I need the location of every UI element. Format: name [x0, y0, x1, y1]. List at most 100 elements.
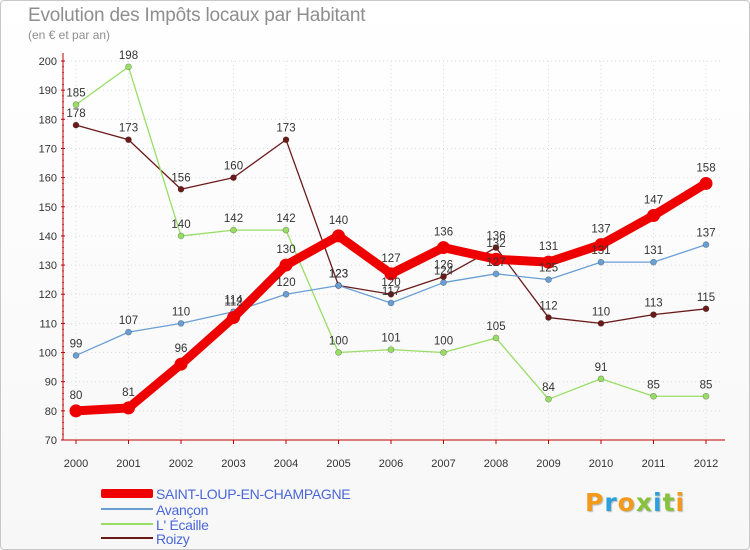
data-point-avan-on [387, 299, 395, 307]
proxiti-logo: Proxiti [585, 488, 685, 517]
y-tick-label: 180 [39, 114, 57, 126]
y-tick-label: 200 [39, 56, 57, 68]
data-label-avan-on: 114 [224, 295, 243, 307]
data-label-avan-on: 131 [644, 245, 663, 257]
data-label-roizy: 156 [171, 172, 190, 184]
x-tick-label: 2010 [589, 458, 613, 470]
data-label-roizy: 178 [66, 108, 85, 120]
data-label-saint-loup-en-champagne: 131 [539, 241, 558, 253]
y-tick-label: 140 [39, 231, 57, 243]
y-tick-label: 130 [39, 260, 57, 272]
data-point-l-caille [492, 334, 500, 342]
data-label-saint-loup-en-champagne: 81 [122, 387, 135, 399]
logo-letter: r [604, 488, 618, 517]
data-label-saint-loup-en-champagne: 147 [644, 195, 663, 207]
data-label-roizy: 173 [276, 123, 295, 135]
y-tick-label: 110 [39, 318, 57, 330]
data-label-saint-loup-en-champagne: 130 [276, 244, 295, 256]
data-label-saint-loup-en-champagne: 158 [696, 162, 715, 174]
x-tick-label: 2007 [431, 458, 455, 470]
data-label-l-caille: 100 [329, 336, 348, 348]
data-label-roizy: 126 [434, 260, 453, 272]
data-point-l-caille [702, 392, 710, 400]
data-label-avan-on: 124 [434, 266, 454, 278]
data-point-avan-on [702, 241, 710, 248]
data-point-roizy [72, 121, 80, 129]
data-label-avan-on: 117 [382, 286, 400, 298]
data-label-l-caille: 91 [595, 362, 608, 374]
data-point-roizy [125, 136, 132, 144]
data-label-avan-on: 137 [696, 228, 715, 240]
y-tick-label: 90 [45, 377, 57, 389]
data-point-l-caille [440, 349, 447, 356]
logo-letter: x [635, 488, 653, 517]
data-label-l-caille: 101 [381, 333, 400, 345]
x-tick-label: 2000 [64, 458, 88, 470]
x-tick-label: 2003 [221, 458, 245, 470]
data-point-avan-on [177, 320, 185, 327]
logo-letter: i [675, 488, 686, 517]
data-point-saint-loup-en-champagne [594, 238, 608, 252]
data-label-saint-loup-en-champagne: 136 [434, 227, 453, 239]
data-label-roizy: 120 [381, 277, 400, 289]
legend-swatch-saint-loup [101, 489, 153, 498]
data-point-l-caille [545, 395, 552, 403]
y-tick-label: 100 [39, 348, 57, 360]
data-point-l-caille [335, 349, 342, 356]
x-tick-label: 2001 [116, 458, 140, 470]
x-tick-label: 2006 [379, 458, 403, 470]
data-point-roizy [597, 320, 605, 327]
data-point-saint-loup-en-champagne [227, 311, 240, 325]
data-label-roizy: 113 [644, 298, 662, 310]
data-point-avan-on [440, 279, 447, 286]
data-label-roizy: 112 [539, 301, 557, 313]
legend-swatch-avancon [101, 508, 153, 510]
x-tick-label: 2005 [326, 458, 350, 470]
data-label-roizy: 110 [592, 306, 610, 318]
logo-letter: P [585, 488, 605, 517]
x-tick-label: 2008 [484, 458, 508, 470]
data-point-l-caille [72, 101, 80, 109]
x-tick-label: 2002 [169, 458, 193, 470]
data-label-l-caille: 185 [66, 88, 85, 100]
data-point-l-caille [230, 226, 237, 234]
data-point-l-caille [282, 226, 290, 234]
data-label-l-caille: 142 [276, 213, 295, 225]
data-point-l-caille [125, 63, 132, 71]
data-label-saint-loup-en-champagne: 140 [329, 215, 348, 227]
data-point-roizy [492, 244, 500, 251]
data-label-l-caille: 85 [647, 379, 660, 391]
data-label-avan-on: 120 [276, 277, 295, 289]
data-point-roizy [282, 136, 290, 144]
data-label-roizy: 115 [697, 292, 715, 304]
data-point-saint-loup-en-champagne [699, 176, 713, 190]
data-point-saint-loup-en-champagne [279, 258, 293, 272]
data-point-roizy [650, 311, 657, 318]
data-label-avan-on: 131 [591, 245, 610, 257]
data-point-avan-on [282, 290, 290, 298]
chart-subtitle: (en € et par an) [28, 28, 111, 42]
data-label-avan-on: 125 [539, 263, 558, 275]
x-tick-label: 2011 [642, 458, 666, 470]
y-tick-label: 160 [39, 173, 57, 185]
data-label-saint-loup-en-champagne: 96 [175, 343, 188, 355]
data-point-avan-on [545, 276, 552, 283]
data-point-l-caille [387, 346, 395, 353]
data-point-avan-on [72, 352, 80, 359]
y-tick-label: 80 [45, 406, 57, 418]
data-label-roizy: 136 [486, 231, 505, 243]
data-point-avan-on [492, 270, 500, 278]
x-tick-label: 2009 [536, 458, 560, 470]
data-point-saint-loup-en-champagne [542, 255, 555, 269]
y-tick-label: 120 [39, 289, 57, 301]
data-label-l-caille: 105 [486, 321, 505, 333]
x-tick-label: 2004 [274, 458, 298, 470]
data-point-l-caille [650, 392, 657, 400]
data-label-l-caille: 142 [224, 213, 243, 225]
data-point-l-caille [597, 375, 605, 383]
legend-label-avancon: Avançon [156, 502, 209, 518]
data-label-saint-loup-en-champagne: 132 [486, 238, 505, 250]
data-label-avan-on: 107 [119, 315, 138, 327]
